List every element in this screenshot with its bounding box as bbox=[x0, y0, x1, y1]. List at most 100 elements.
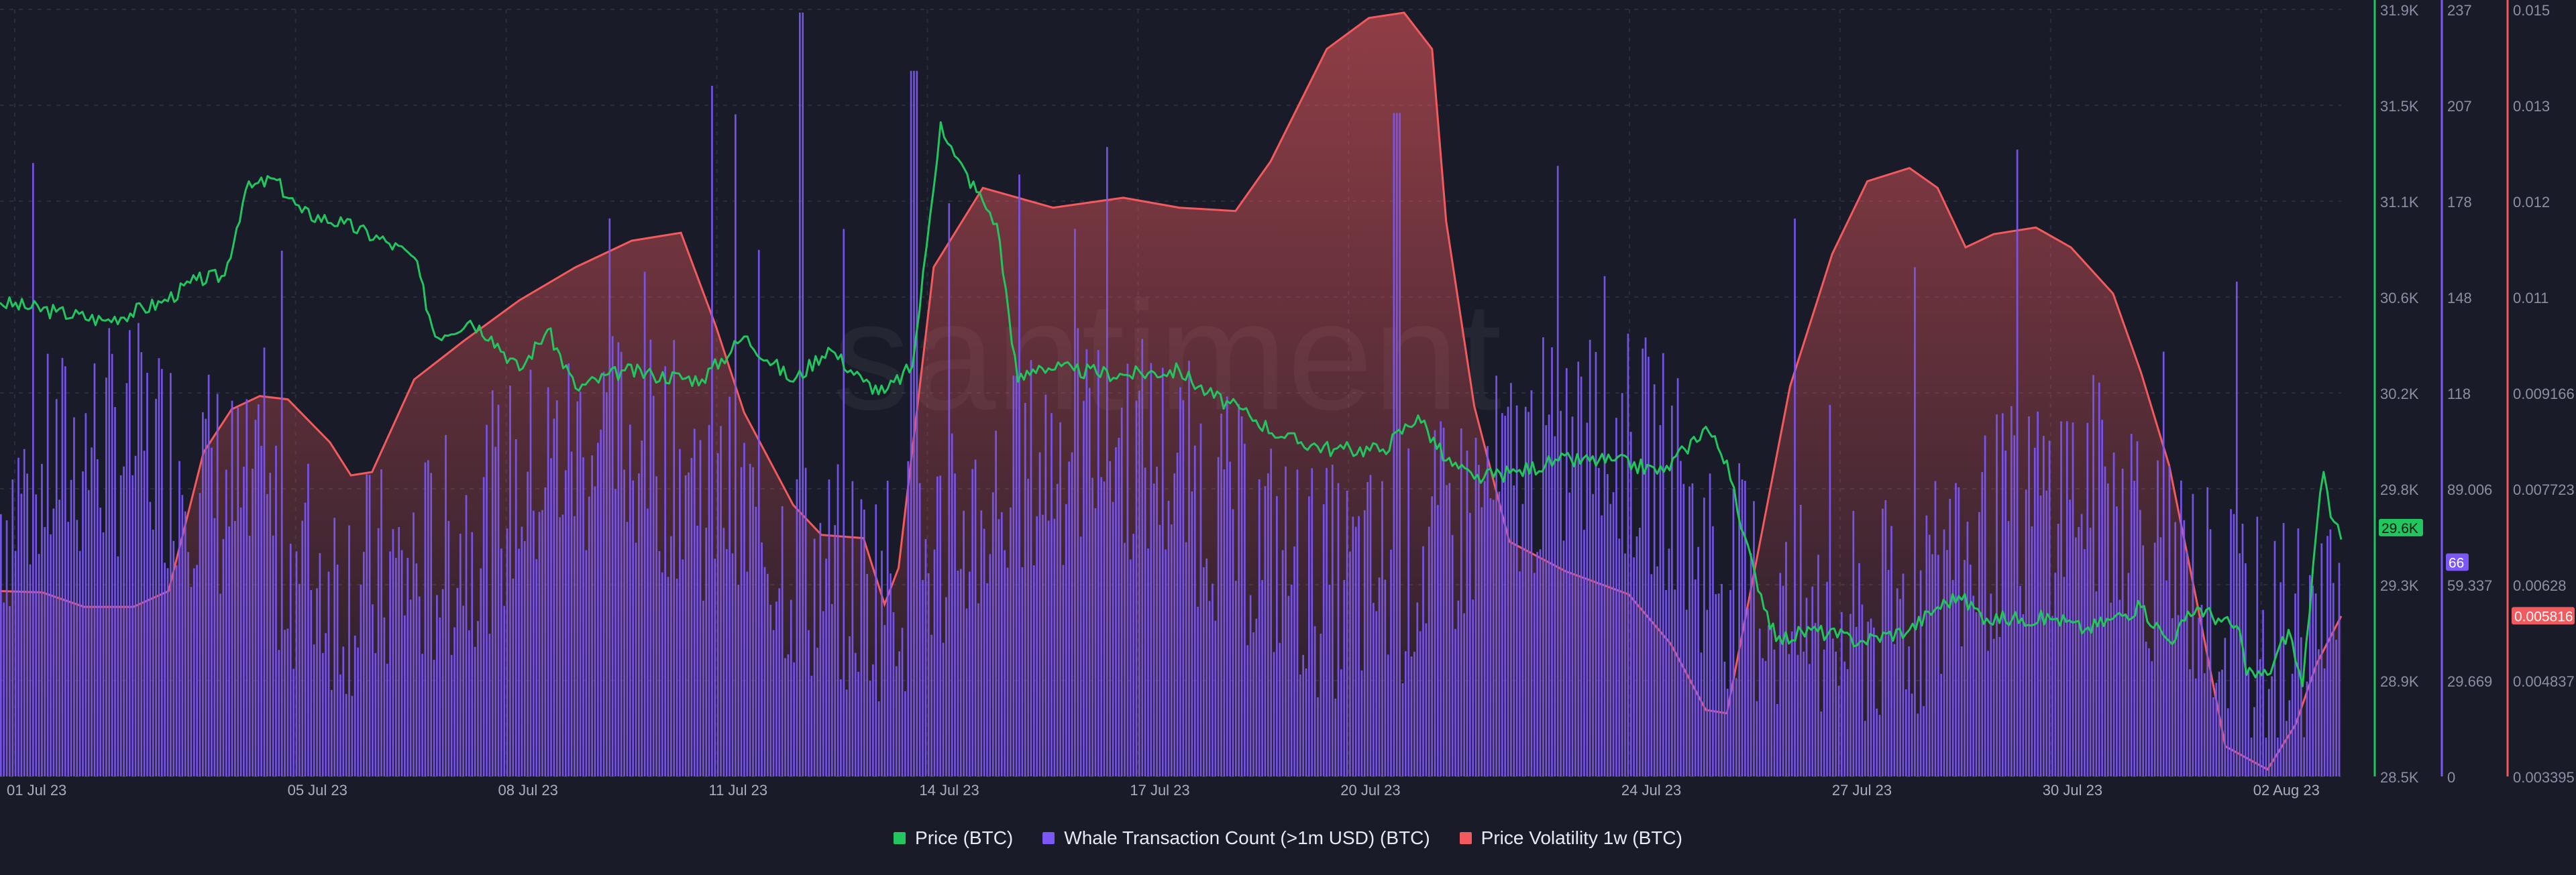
whale-bar bbox=[1876, 708, 1878, 776]
whale-bar bbox=[1161, 367, 1164, 776]
whale-bar bbox=[1717, 593, 1720, 776]
whale-bar bbox=[1346, 491, 1348, 776]
whale-bar bbox=[138, 323, 140, 777]
volatility-current-value: 0.005816 bbox=[2514, 609, 2573, 624]
whale-bar bbox=[447, 520, 450, 776]
whale-bar bbox=[2019, 586, 2021, 776]
whale-bar bbox=[1984, 435, 1986, 776]
whale-bar bbox=[1047, 520, 1050, 776]
whale-bar bbox=[2203, 673, 2206, 776]
whale-bar bbox=[1668, 548, 1670, 776]
whale-bar bbox=[166, 568, 169, 776]
whale-bar bbox=[1556, 166, 1559, 776]
whale-bar bbox=[1305, 668, 1307, 776]
whale-bar bbox=[1340, 669, 1342, 776]
whale-bar bbox=[957, 571, 959, 776]
whale-bar bbox=[1004, 550, 1006, 776]
whale-bar bbox=[1165, 549, 1167, 776]
whale-bar bbox=[160, 369, 163, 776]
whale-bar bbox=[2332, 583, 2334, 776]
whale-bar bbox=[1670, 406, 1673, 776]
whale-bar bbox=[284, 630, 286, 776]
whale-bar bbox=[2323, 668, 2326, 776]
whale-bar bbox=[1513, 485, 1515, 776]
whale-bar bbox=[1159, 524, 1161, 776]
whale-bar bbox=[2043, 436, 2045, 776]
whale-bar bbox=[500, 548, 502, 776]
whale-bar bbox=[2262, 609, 2264, 776]
whale-bar bbox=[394, 558, 397, 776]
whale-bar bbox=[1381, 481, 1383, 776]
whale-bar bbox=[1934, 481, 1937, 776]
whale-bar bbox=[1270, 449, 1273, 776]
whale-bar bbox=[825, 559, 827, 776]
whale-bar bbox=[1083, 400, 1085, 776]
x-tick-label: 30 Jul 23 bbox=[2043, 782, 2102, 799]
whale-bar bbox=[924, 539, 927, 776]
whale-bar bbox=[971, 469, 974, 776]
whale-bar bbox=[1946, 550, 1948, 776]
whale-bar bbox=[927, 573, 930, 776]
whale-bar bbox=[1498, 491, 1501, 776]
whale-bar bbox=[1276, 495, 1278, 776]
whale-bar bbox=[497, 404, 500, 776]
whale-bar bbox=[749, 463, 751, 776]
x-tick-label: 20 Jul 23 bbox=[1340, 782, 1400, 799]
whale-bar bbox=[506, 528, 508, 776]
whale-bar bbox=[2230, 509, 2232, 776]
whale-bar bbox=[1943, 529, 1945, 776]
whale-bar bbox=[1474, 437, 1477, 776]
whale-bar bbox=[1223, 469, 1226, 776]
whale-bar bbox=[1788, 654, 1790, 776]
x-tick-label: 02 Aug 23 bbox=[2253, 782, 2320, 799]
whale-bar bbox=[834, 525, 837, 776]
whale-bar bbox=[1925, 515, 1928, 776]
whale-bar bbox=[518, 548, 520, 776]
whale-bar bbox=[1390, 549, 1392, 776]
whale-bar bbox=[1118, 437, 1120, 776]
whale-bar bbox=[503, 605, 506, 776]
whale-bar bbox=[1843, 661, 1846, 776]
price-tick-label: 30.6K bbox=[2380, 290, 2419, 306]
whale-bar bbox=[266, 493, 268, 776]
whale-bar bbox=[1434, 430, 1436, 776]
whale-bar bbox=[869, 680, 871, 776]
whale-bar bbox=[1957, 487, 1960, 776]
whale-bar bbox=[1138, 390, 1140, 776]
legend-item-price[interactable]: Price (BTC) bbox=[894, 827, 1013, 849]
whale-bar bbox=[2282, 523, 2285, 776]
whale-bar bbox=[890, 573, 892, 776]
whale-bar bbox=[111, 353, 113, 776]
legend-label-price: Price (BTC) bbox=[915, 827, 1014, 848]
legend-item-volatility[interactable]: Price Volatility 1w (BTC) bbox=[1459, 827, 1682, 849]
whale-bar bbox=[269, 473, 272, 776]
price-current-badge bbox=[2379, 518, 2423, 536]
whale-bar bbox=[1405, 651, 1407, 776]
whale-bar bbox=[1358, 516, 1360, 776]
whale-bar bbox=[1460, 428, 1462, 776]
whale-bar bbox=[1293, 546, 1295, 776]
whale-bar bbox=[602, 371, 605, 776]
whale-bar bbox=[998, 519, 1000, 776]
whale-bar bbox=[620, 351, 623, 776]
whale-bar bbox=[108, 328, 111, 776]
whale-bar bbox=[3, 602, 5, 776]
whale-bar bbox=[1097, 350, 1099, 776]
whale-bar bbox=[2118, 599, 2121, 776]
whale-bar bbox=[128, 330, 131, 776]
whale-bar bbox=[1006, 567, 1009, 776]
whale-bar bbox=[2110, 602, 2112, 776]
whale-bar bbox=[2112, 452, 2115, 776]
whale-bar bbox=[705, 528, 708, 776]
legend-item-whale[interactable]: Whale Transaction Count (>1m USD) (BTC) bbox=[1042, 827, 1430, 849]
whale-bar bbox=[933, 549, 936, 776]
whale-bar bbox=[796, 479, 798, 776]
whale-bar bbox=[1633, 557, 1635, 776]
whale-bar bbox=[1914, 267, 1916, 776]
whale-bar bbox=[304, 502, 307, 776]
whale-bar bbox=[1079, 536, 1082, 776]
whale-bar bbox=[1694, 579, 1697, 776]
whale-bar bbox=[61, 357, 64, 776]
x-tick-label: 05 Jul 23 bbox=[288, 782, 347, 799]
whale-bar bbox=[254, 420, 257, 776]
